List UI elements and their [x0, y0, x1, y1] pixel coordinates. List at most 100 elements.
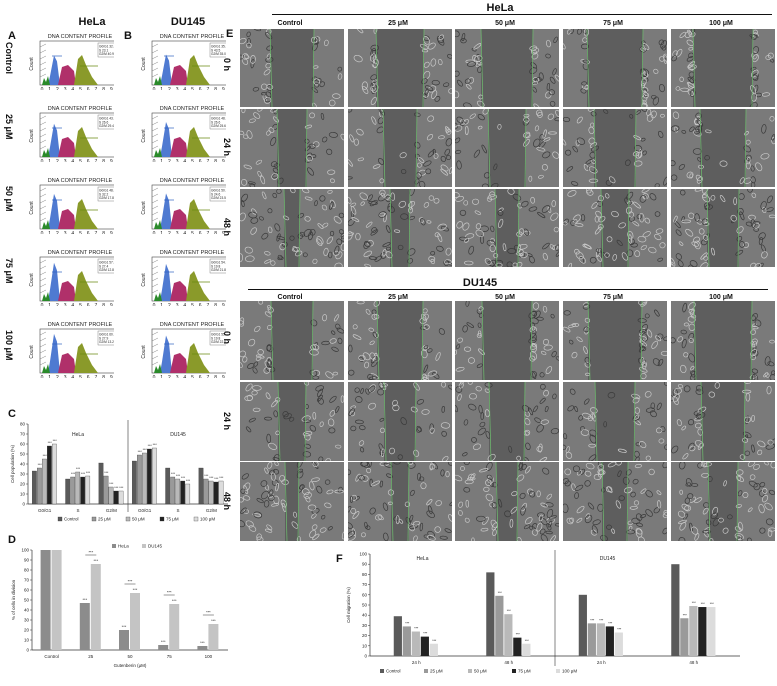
cell-outline: [591, 202, 598, 209]
scratch-gap: [390, 189, 410, 267]
cell-outline: [533, 138, 541, 148]
cell-outline: [312, 462, 319, 468]
cell-outline: [349, 411, 356, 417]
cell-outline: [588, 454, 597, 461]
scratch-edge-line: [276, 109, 280, 187]
scratch-edge-line: [390, 462, 394, 541]
cell-outline: [314, 83, 320, 88]
cell-outline: [240, 320, 245, 327]
cell-outline: [477, 322, 482, 329]
g2m-peak: [186, 271, 210, 301]
cell-outline: [705, 129, 712, 134]
cell-outline: [272, 192, 278, 199]
cell-outline: [658, 39, 665, 46]
cell-outline: [352, 511, 360, 519]
cell-outline: [551, 200, 556, 208]
scratch-edge-line: [594, 382, 598, 461]
cell-outline: [661, 45, 667, 51]
cell-outline: [484, 258, 492, 265]
cell-outline: [277, 256, 284, 261]
cell-outline: [490, 238, 495, 244]
g2m-peak: [74, 55, 98, 85]
cell-outline: [767, 529, 773, 537]
cell-outline: [378, 211, 387, 218]
cell-outline: [475, 386, 482, 392]
cell-outline: [296, 462, 303, 468]
scratch-edge-line: [284, 462, 288, 541]
cell-outline: [368, 384, 376, 393]
cell-outline: [258, 216, 264, 221]
cell-outline: [311, 477, 320, 483]
cell-outline: [282, 411, 289, 418]
legend-swatch: [512, 669, 516, 673]
cell-outline: [533, 405, 539, 413]
cell-outline: [763, 462, 769, 466]
s-phase-area: [58, 353, 76, 373]
hatch-line: [39, 277, 47, 282]
cell-outline: [521, 405, 530, 412]
g2m-peak: [186, 199, 210, 229]
cell-outline: [349, 134, 355, 143]
significance-mark: ***: [122, 624, 127, 629]
x-tick-label: 7: [207, 159, 210, 162]
cell-outline: [371, 313, 378, 320]
cell-outline: [314, 200, 318, 207]
cell-outline: [532, 372, 537, 380]
cell-outline: [657, 130, 664, 138]
cell-outline: [246, 42, 252, 49]
scratch-edge-line: [495, 462, 499, 541]
cell-outline: [371, 309, 377, 315]
x-tick-label: 48 h: [504, 660, 513, 665]
hatch-line: [39, 199, 47, 204]
cell-outline: [338, 212, 344, 218]
cell-outline: [370, 74, 378, 81]
cell-outline: [264, 360, 272, 369]
x-tick-label: 3: [176, 159, 179, 162]
scratch-row-label: 0 h: [222, 58, 232, 72]
cell-outline: [651, 340, 659, 349]
cell-outline: [539, 397, 546, 404]
cell-outline: [348, 530, 356, 538]
cell-outline: [607, 392, 616, 399]
cell-outline: [744, 450, 751, 456]
cell-outline: [700, 252, 708, 260]
debris-area: [42, 76, 50, 85]
stat-text: S 43.5: [211, 48, 220, 52]
significance-mark: ***: [683, 613, 688, 617]
cell-outline: [749, 474, 756, 480]
cell-outline: [751, 51, 758, 60]
cell-outline: [491, 522, 498, 531]
hatch-line: [151, 187, 159, 192]
cell-outline: [634, 145, 643, 152]
cell-outline: [743, 177, 753, 184]
cell-outline: [675, 229, 682, 236]
legend-swatch: [424, 669, 428, 673]
cell-outline: [679, 522, 687, 531]
cell-outline: [248, 118, 256, 123]
cell-outline: [545, 53, 551, 59]
cell-outline: [507, 189, 515, 195]
cell-outline: [337, 66, 343, 72]
scratch-edge-line: [415, 109, 418, 187]
cell-outline: [304, 443, 312, 449]
cell-outline: [326, 236, 333, 244]
cell-outline: [603, 109, 609, 114]
cell-outline: [427, 370, 437, 377]
cell-outline: [413, 382, 420, 391]
cell-outline: [267, 359, 273, 369]
legend-label: HeLa: [118, 544, 129, 549]
cell-outline: [400, 417, 407, 425]
cell-outline: [264, 251, 271, 256]
cell-outline: [530, 196, 536, 204]
cell-outline: [349, 495, 354, 503]
hatch-line: [39, 271, 47, 276]
x-tick-label: 4: [183, 375, 186, 378]
cell-outline: [414, 141, 421, 149]
cell-outline: [591, 525, 599, 534]
cell-outline: [352, 334, 362, 340]
cell-outline: [362, 352, 371, 361]
cell-outline: [546, 493, 553, 500]
cell-outline: [641, 333, 648, 342]
